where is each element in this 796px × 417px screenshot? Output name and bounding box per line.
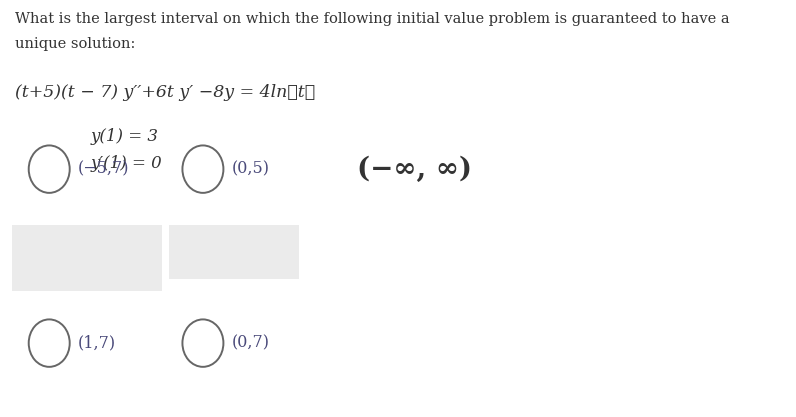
Text: What is the largest interval on which the following initial value problem is gua: What is the largest interval on which th… — [15, 12, 730, 26]
Text: y′(1) = 0: y′(1) = 0 — [90, 155, 162, 172]
Text: (0,7): (0,7) — [232, 334, 270, 352]
Text: (0,5): (0,5) — [232, 161, 270, 178]
Text: unique solution:: unique solution: — [15, 37, 135, 50]
Text: y(1) = 3: y(1) = 3 — [90, 128, 158, 145]
FancyBboxPatch shape — [169, 225, 298, 279]
Text: (−∞, ∞): (−∞, ∞) — [357, 156, 472, 183]
Text: (1,7): (1,7) — [78, 334, 116, 352]
FancyBboxPatch shape — [12, 225, 162, 291]
Text: (−5,7): (−5,7) — [78, 161, 130, 178]
Text: (t+5)(t − 7) y′′+6t y′ −8y = 4ln❘t❘: (t+5)(t − 7) y′′+6t y′ −8y = 4ln❘t❘ — [15, 84, 315, 101]
